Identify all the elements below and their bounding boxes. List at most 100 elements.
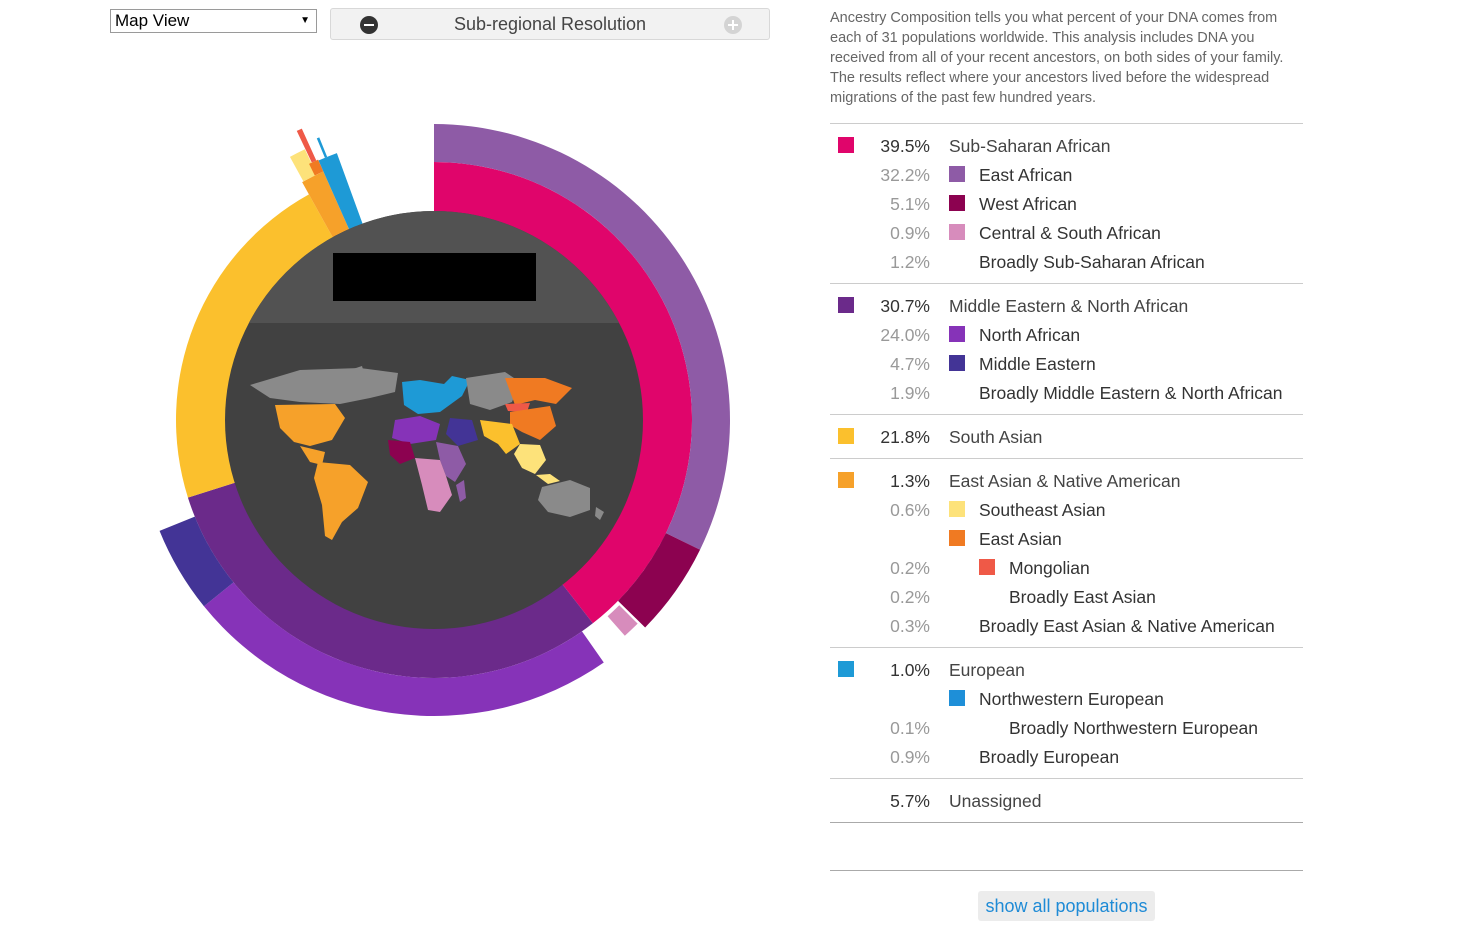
- legend-row[interactable]: 1.3% East Asian & Native American: [830, 467, 1303, 496]
- legend-swatch: [949, 355, 965, 371]
- segment-east-asian[interactable]: [309, 159, 324, 176]
- legend-group: 21.8% South Asian: [830, 414, 1303, 458]
- legend-row[interactable]: East Asian: [830, 525, 1303, 554]
- legend-population-name: Broadly Northwestern European: [1009, 718, 1259, 738]
- legend-population-name: Middle Eastern: [979, 354, 1096, 374]
- segment-central-south-african[interactable]: [607, 605, 638, 636]
- legend-row[interactable]: 0.9% Central & South African: [830, 219, 1303, 248]
- legend-swatch: [838, 297, 854, 313]
- legend-population-name: Sub-Saharan African: [949, 136, 1111, 156]
- legend-swatch: [949, 224, 965, 240]
- legend-row[interactable]: 24.0% North African: [830, 321, 1303, 350]
- legend-swatch: [949, 501, 965, 517]
- legend-row[interactable]: 0.1% Broadly Northwestern European: [830, 714, 1303, 743]
- legend-percent: 24.0%: [880, 325, 930, 345]
- legend-population-name: South Asian: [949, 427, 1043, 447]
- segment-middle-eastern-north-african[interactable]: [187, 482, 593, 678]
- map-mongolia-region: [505, 403, 530, 412]
- map-russia-east-region: [505, 378, 572, 405]
- map-north-africa-region: [392, 416, 440, 444]
- legend-row[interactable]: 32.2% East African: [830, 161, 1303, 190]
- map-australia: [538, 480, 590, 517]
- map-europe-region: [402, 376, 470, 414]
- segment-north-african[interactable]: [203, 582, 604, 716]
- legend-population-name: Central & South African: [979, 223, 1161, 243]
- legend-row[interactable]: 30.7% Middle Eastern & North African: [830, 292, 1303, 321]
- show-all-populations-button[interactable]: show all populations: [978, 891, 1155, 921]
- description-text: Ancestry Composition tells you what perc…: [830, 10, 1284, 106]
- segment-west-african[interactable]: [618, 533, 701, 628]
- legend-swatch: [949, 530, 965, 546]
- legend-percent: 5.7%: [890, 791, 930, 811]
- segment-middle-eastern[interactable]: [159, 516, 234, 607]
- view-select-value: Map View: [115, 11, 190, 30]
- ancestry-legend: 39.5% Sub-Saharan African 32.2% East Africa…: [830, 123, 1303, 823]
- legend-population-name: East Asian & Native American: [949, 471, 1181, 491]
- map-central-america-region: [300, 446, 325, 465]
- legend-population-name: Broadly European: [979, 747, 1120, 767]
- legend-swatch: [838, 661, 854, 677]
- map-south-asia-region: [480, 420, 520, 454]
- legend-population-name: Mongolian: [1009, 558, 1090, 578]
- legend-row[interactable]: 1.0% European: [830, 656, 1303, 685]
- legend-population-name: Middle Eastern & North African: [949, 296, 1189, 316]
- legend-population-name: Broadly Sub-Saharan African: [979, 252, 1205, 272]
- legend-percent: 30.7%: [880, 296, 930, 316]
- view-select[interactable]: Map View ▼: [110, 9, 317, 33]
- legend-row[interactable]: 5.1% West African: [830, 190, 1303, 219]
- legend-group: 39.5% Sub-Saharan African 32.2% East Africa…: [830, 123, 1303, 283]
- legend-row[interactable]: 0.2% Broadly East Asian: [830, 583, 1303, 612]
- legend-percent: 0.2%: [890, 587, 930, 607]
- legend-row[interactable]: Northwestern European: [830, 685, 1303, 714]
- legend-swatch: [838, 428, 854, 444]
- resolution-label: Sub-regional Resolution: [453, 14, 647, 34]
- legend-group: 5.7% Unassigned: [830, 778, 1303, 823]
- legend-group: 1.0% European Northwestern European 0.1% Bro…: [830, 647, 1303, 778]
- legend-population-name: East Asian: [979, 529, 1062, 549]
- legend-population-name: West African: [979, 194, 1077, 214]
- legend-row[interactable]: 5.7% Unassigned: [830, 787, 1303, 816]
- map-north-america-region: [275, 404, 345, 446]
- legend-percent: 0.3%: [890, 616, 930, 636]
- legend-row[interactable]: 0.9% Broadly European: [830, 743, 1303, 772]
- segment-east-asian-native-american[interactable]: [302, 171, 350, 239]
- resolution-control: Sub-regional Resolution: [330, 8, 770, 40]
- legend-population-name: Broadly East Asian: [1009, 587, 1156, 607]
- legend-row[interactable]: 1.2% Broadly Sub-Saharan African: [830, 248, 1303, 277]
- legend-row[interactable]: 4.7% Middle Eastern: [830, 350, 1303, 379]
- minus-circle-icon[interactable]: [360, 16, 378, 34]
- legend-swatch: [949, 195, 965, 211]
- segment-sub-saharan-african[interactable]: [434, 162, 692, 624]
- legend-row[interactable]: 0.3% Broadly East Asian & Native American: [830, 612, 1303, 641]
- legend-row[interactable]: 21.8% South Asian: [830, 423, 1303, 452]
- legend-population-name: Broadly Middle Eastern & North African: [979, 383, 1283, 403]
- map-new-zealand: [595, 507, 604, 520]
- legend-population-name: East African: [979, 165, 1073, 185]
- legend-percent: 0.9%: [890, 223, 930, 243]
- legend-swatch: [979, 559, 995, 575]
- segment-south-asian[interactable]: [176, 194, 334, 498]
- legend-percent: 39.5%: [880, 136, 930, 156]
- segment-east-african[interactable]: [434, 124, 730, 550]
- legend-population-name: Broadly East Asian & Native American: [979, 616, 1275, 636]
- segment-northwestern-european[interactable]: [316, 137, 328, 158]
- legend-row[interactable]: 1.9% Broadly Middle Eastern & North Afric…: [830, 379, 1303, 408]
- legend-percent: 0.1%: [890, 718, 930, 738]
- legend-percent: 32.2%: [880, 165, 930, 185]
- legend-percent: 4.7%: [890, 354, 930, 374]
- legend-row[interactable]: 0.2% Mongolian: [830, 554, 1303, 583]
- map-south-america-region: [314, 462, 368, 540]
- legend-population-name: Northwestern European: [979, 689, 1164, 709]
- legend-percent: 1.0%: [890, 660, 930, 680]
- legend-percent: 0.6%: [890, 500, 930, 520]
- plus-circle-icon[interactable]: [724, 16, 742, 34]
- segment-southeast-asian[interactable]: [289, 149, 317, 182]
- map-east-asia-region: [510, 406, 556, 440]
- legend-group: 1.3% East Asian & Native American 0.6% Sout…: [830, 458, 1303, 647]
- map-west-africa-region: [388, 440, 415, 464]
- segment-mongolian[interactable]: [296, 128, 317, 163]
- map-southeast-asia-region: [514, 444, 546, 474]
- legend-row[interactable]: 0.6% Southeast Asian: [830, 496, 1303, 525]
- segment-european[interactable]: [318, 153, 363, 230]
- legend-row[interactable]: 39.5% Sub-Saharan African: [830, 132, 1303, 161]
